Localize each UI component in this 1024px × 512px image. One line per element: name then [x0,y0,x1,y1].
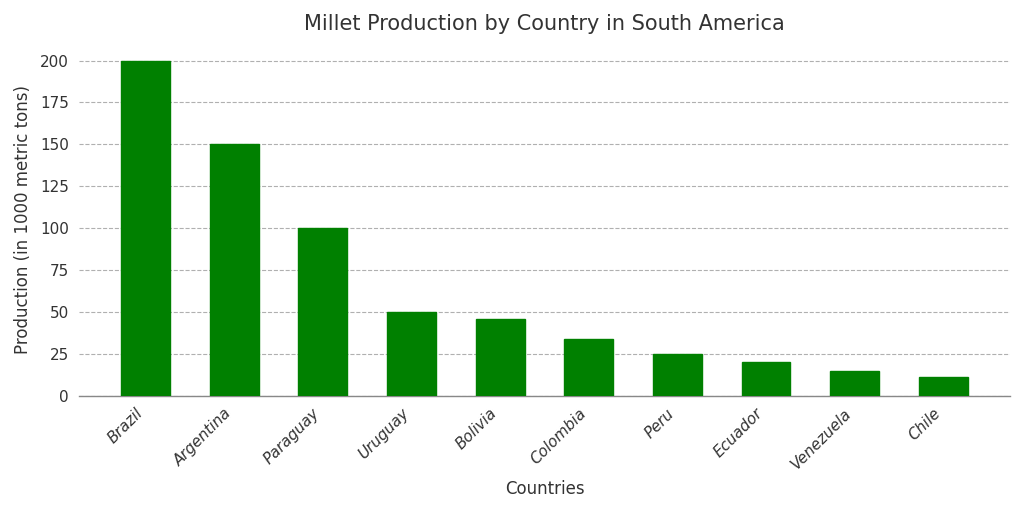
Title: Millet Production by Country in South America: Millet Production by Country in South Am… [304,14,784,34]
Bar [741,362,791,396]
Bar [919,377,968,396]
Bar [830,371,880,396]
Bar [210,144,259,396]
Bar [653,354,701,396]
Y-axis label: Production (in 1000 metric tons): Production (in 1000 metric tons) [14,86,32,354]
Bar [476,319,524,396]
Bar [387,312,436,396]
Bar [121,60,170,396]
Bar [564,339,613,396]
Bar [298,228,347,396]
X-axis label: Countries: Countries [505,480,585,498]
